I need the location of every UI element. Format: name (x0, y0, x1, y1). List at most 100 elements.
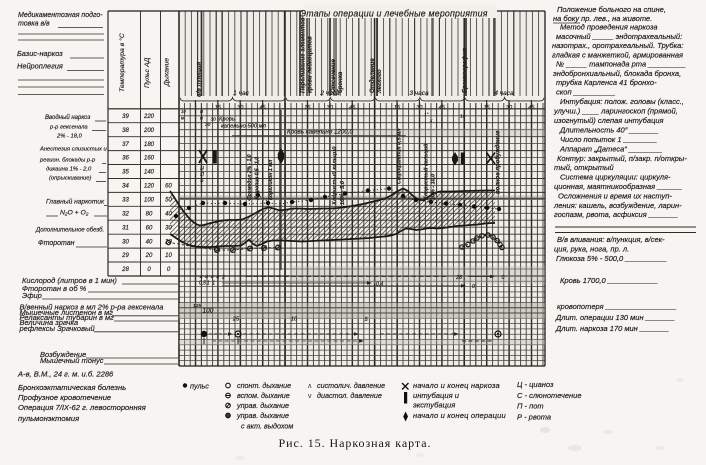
svg-text:Температура в °С: Температура в °С (118, 33, 126, 92)
svg-text:на боку пр. лев., на живо: на боку пр. лев., на животе. (553, 14, 652, 23)
svg-text:Нейроплегия: Нейроплегия (17, 62, 63, 71)
svg-text:в/в пункция: в/в пункция (197, 61, 203, 97)
svg-text:2: 2 (221, 275, 225, 281)
svg-text:Этапы операции и лечебные: Этапы операции и лечебные мероприятия (300, 9, 488, 19)
svg-text:Профузное кровотечение: Профузное кровотечение (18, 393, 111, 402)
svg-text:34: 34 (122, 184, 129, 190)
svg-text:Б: Б (200, 178, 204, 184)
svg-text:вспом. дыхание: вспом. дыхание (237, 391, 290, 400)
svg-text:60: 60 (165, 184, 172, 190)
svg-text:Бронхография: Бронхография (462, 48, 469, 93)
svg-text:систолич. давление: систолич. давление (317, 381, 385, 390)
svg-text:№ _____ тампонада рта _______: № _____ тампонада рта _________ (556, 60, 686, 69)
svg-text:30: 30 (416, 105, 423, 111)
svg-text:30: 30 (205, 122, 211, 128)
svg-text:Аппарат „Датеса“ ________: Аппарат „Датеса“ ________ (559, 144, 662, 153)
svg-text:пульс: пульс (190, 382, 209, 391)
svg-text:дикаина 1% - 2,0: дикаина 1% - 2,0 (46, 167, 92, 173)
svg-text:Глюкоза 5% - 500,0 __________: Глюкоза 5% - 500,0 __________ (556, 254, 667, 263)
svg-text:скоп __________: скоп __________ (556, 87, 615, 96)
svg-text:Фторотан: Фторотан (38, 240, 75, 247)
svg-text:управ. дыхание: управ. дыхание (236, 401, 289, 410)
svg-text:5: 5 (364, 317, 368, 323)
svg-text:4: 4 (211, 275, 214, 281)
svg-text:спонт. дыхание: спонт. дыхание (237, 381, 291, 390)
svg-text:С - слюнотечение: С - слюнотечение (517, 391, 582, 400)
svg-text:37: 37 (122, 142, 129, 148)
svg-text:10% - 10,0: 10% - 10,0 (431, 174, 437, 200)
svg-text:изогнутый) слепая интубация: изогнутый) слепая интубация (554, 116, 664, 125)
svg-text:начало и конец наркоза: начало и конец наркоза (413, 381, 500, 390)
svg-text:v: v (308, 393, 312, 400)
svg-text:А-в, В.М., 24 г. м. и.б. 2: А-в, В.М., 24 г. м. и.б. 2286 (17, 370, 114, 379)
svg-text:П: П (200, 172, 204, 178)
svg-text:120: 120 (144, 184, 155, 190)
svg-text:Метод проведения наркоза: Метод проведения наркоза (560, 23, 658, 32)
svg-text:Величина зрачка: Величина зрачка (20, 318, 79, 327)
svg-text:40: 40 (146, 239, 153, 245)
svg-text:Н: Н (200, 166, 204, 172)
svg-text:36: 36 (122, 156, 129, 162)
svg-text:Кровь 1700,0 ____________: Кровь 1700,0 ____________ (560, 276, 658, 285)
svg-text:125: 125 (193, 303, 201, 309)
svg-text:0: 0 (502, 275, 505, 281)
svg-text:масочный _____ эндотрахеальный: масочный _____ эндотрахеальный: (556, 32, 682, 41)
svg-text:45: 45 (439, 105, 446, 111)
svg-text:4: 4 (205, 275, 208, 281)
svg-text:0,5: 0,5 (199, 281, 206, 287)
svg-text:Главный наркотик: Главный наркотик (46, 198, 105, 206)
svg-text:капельно 500 мл: капельно 500 мл (221, 124, 267, 130)
svg-text:Отсечение: Отсечение (331, 58, 337, 93)
svg-text:начало и конец операции: начало и конец операции (413, 411, 507, 420)
svg-text:0: 0 (167, 267, 171, 273)
svg-text:0: 0 (147, 267, 151, 273)
svg-text:м: м (181, 116, 184, 121)
svg-text:3 часа: 3 часа (409, 90, 429, 97)
svg-text:кровопотеря _________________: кровопотеря _________________ (557, 302, 677, 311)
svg-text:интубация и: интубация и (413, 391, 460, 400)
svg-text:госпазм, рвота, асфиксия ___: госпазм, рвота, асфиксия _______ (554, 210, 678, 219)
svg-text:Вводный наркоз: Вводный наркоз (45, 114, 90, 121)
svg-text:0: 0 (472, 284, 475, 290)
svg-text:60: 60 (146, 225, 153, 231)
svg-text:Ц - цианоз: Ц - цианоз (517, 380, 554, 389)
svg-text:45: 45 (349, 105, 356, 111)
svg-text:Контур: закрытый, п/закр. п: Контур: закрытый, п/закр. п/откры- (557, 154, 687, 163)
svg-text:полное пробуждение: полное пробуждение (495, 130, 502, 194)
svg-text:10: 10 (181, 109, 186, 114)
svg-text:управ. дыхание: управ. дыхание (236, 411, 289, 420)
svg-text:15: 15 (215, 105, 222, 111)
svg-text:Фторотан в об %: Фторотан в об % (22, 284, 87, 293)
svg-text:Операция 7/IX-62 г. левостор: Операция 7/IX-62 г. левосторонняя (18, 403, 146, 412)
svg-text:Базис-наркоз: Базис-наркоз (17, 49, 63, 58)
svg-text:пульмонэктомия: пульмонэктомия (18, 414, 79, 423)
svg-text:180: 180 (144, 142, 155, 148)
svg-text:30: 30 (165, 225, 172, 231)
svg-text:Рис. 15. Наркозная карта.: Рис. 15. Наркозная карта. (279, 436, 432, 450)
svg-text:100: 100 (203, 308, 214, 315)
svg-text:Строфантин 0,5 мл: Строфантин 0,5 мл (396, 128, 403, 184)
svg-text:25: 25 (232, 316, 240, 322)
svg-text:ʌ: ʌ (308, 383, 312, 390)
svg-text:1: 1 (212, 281, 215, 287)
svg-text:80: 80 (146, 211, 153, 217)
svg-text:10: 10 (460, 114, 466, 120)
svg-text:140: 140 (144, 170, 155, 176)
svg-text:Коргликон 1 мл: Коргликон 1 мл (268, 159, 274, 200)
svg-text:1°: 1° (424, 112, 429, 118)
svg-text:50: 50 (165, 198, 172, 204)
svg-text:28: 28 (121, 267, 129, 273)
svg-text:Отделение: Отделение (370, 58, 376, 93)
svg-text:30: 30 (122, 239, 129, 245)
svg-text:45: 45 (528, 105, 535, 111)
svg-text:Система циркуляции: циркуля-: Система циркуляции: циркуля- (560, 173, 671, 182)
svg-text:2 часа: 2 часа (319, 90, 340, 97)
svg-text:Мышечный тонус: Мышечный тонус (40, 356, 104, 365)
svg-text:гладкая с манжеткой, армиро: гладкая с манжеткой, армированная (552, 50, 683, 59)
svg-text:31: 31 (122, 225, 129, 231)
svg-text:Осложнения и время их наст: Осложнения и время их наступ- (558, 191, 672, 200)
svg-text:200: 200 (143, 128, 155, 134)
svg-text:Длит. наркоза 170 мин ____: Длит. наркоза 170 мин _______ (555, 324, 669, 333)
svg-text:Эфир: Эфир (22, 291, 42, 300)
svg-text:ция, рука, нога, пр. л.: ция, рука, нога, пр. л. (554, 244, 629, 253)
